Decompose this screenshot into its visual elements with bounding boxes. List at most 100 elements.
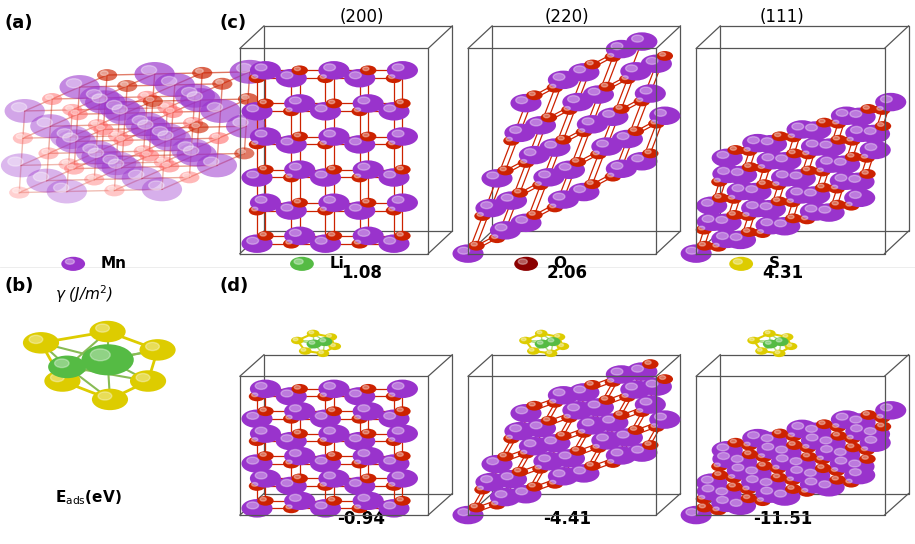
- Circle shape: [875, 422, 891, 431]
- Circle shape: [344, 477, 375, 495]
- Circle shape: [257, 451, 274, 461]
- Circle shape: [128, 170, 144, 179]
- Circle shape: [815, 183, 832, 193]
- Circle shape: [525, 116, 556, 134]
- Circle shape: [295, 385, 300, 389]
- Circle shape: [260, 408, 266, 411]
- Circle shape: [712, 470, 728, 480]
- Circle shape: [544, 417, 550, 421]
- Circle shape: [285, 460, 292, 464]
- Circle shape: [727, 145, 744, 155]
- Circle shape: [696, 241, 713, 251]
- Circle shape: [257, 98, 274, 108]
- Circle shape: [754, 496, 770, 506]
- Circle shape: [645, 361, 651, 364]
- Circle shape: [354, 174, 361, 178]
- Circle shape: [234, 147, 254, 159]
- Circle shape: [255, 427, 267, 434]
- Circle shape: [814, 434, 845, 453]
- Circle shape: [859, 454, 876, 464]
- Circle shape: [550, 204, 555, 208]
- Circle shape: [281, 435, 293, 442]
- Circle shape: [550, 84, 555, 88]
- Circle shape: [626, 65, 638, 72]
- Circle shape: [360, 132, 376, 141]
- Circle shape: [326, 231, 342, 240]
- Circle shape: [748, 431, 759, 438]
- Circle shape: [698, 496, 705, 499]
- Circle shape: [328, 408, 335, 411]
- Circle shape: [744, 442, 750, 446]
- Circle shape: [260, 453, 266, 456]
- Circle shape: [845, 189, 876, 207]
- Circle shape: [755, 347, 768, 355]
- Circle shape: [105, 101, 145, 125]
- Circle shape: [858, 446, 875, 455]
- Circle shape: [727, 438, 744, 448]
- Circle shape: [564, 415, 570, 418]
- Circle shape: [791, 188, 802, 195]
- Circle shape: [71, 110, 79, 115]
- Circle shape: [157, 102, 178, 114]
- Circle shape: [744, 495, 749, 498]
- Circle shape: [631, 35, 643, 42]
- Circle shape: [285, 94, 316, 113]
- Circle shape: [518, 259, 527, 264]
- Circle shape: [252, 438, 258, 442]
- Circle shape: [733, 259, 742, 264]
- Circle shape: [660, 53, 665, 56]
- Circle shape: [744, 147, 750, 151]
- Circle shape: [617, 431, 629, 438]
- Circle shape: [726, 453, 757, 471]
- Circle shape: [696, 473, 727, 492]
- Circle shape: [790, 172, 802, 179]
- Circle shape: [477, 486, 483, 490]
- Circle shape: [474, 211, 490, 221]
- Circle shape: [731, 455, 743, 462]
- Circle shape: [576, 127, 592, 137]
- Circle shape: [181, 88, 197, 96]
- Circle shape: [16, 134, 24, 139]
- Circle shape: [756, 461, 772, 471]
- Circle shape: [387, 424, 418, 443]
- Circle shape: [292, 198, 308, 208]
- Circle shape: [146, 97, 154, 102]
- Circle shape: [481, 455, 512, 473]
- Circle shape: [383, 237, 395, 244]
- Circle shape: [476, 473, 507, 491]
- Circle shape: [362, 385, 369, 389]
- Circle shape: [344, 69, 375, 88]
- Circle shape: [845, 123, 877, 142]
- Circle shape: [574, 66, 586, 73]
- Circle shape: [832, 185, 838, 189]
- Circle shape: [877, 415, 883, 418]
- Circle shape: [504, 123, 535, 142]
- Circle shape: [393, 472, 404, 479]
- Circle shape: [755, 476, 786, 494]
- Circle shape: [344, 432, 375, 450]
- Circle shape: [393, 427, 404, 434]
- Circle shape: [813, 203, 845, 222]
- Circle shape: [765, 331, 770, 333]
- Circle shape: [255, 196, 267, 203]
- Circle shape: [275, 201, 307, 220]
- Circle shape: [813, 478, 845, 497]
- Circle shape: [787, 344, 791, 347]
- Circle shape: [801, 452, 817, 461]
- Circle shape: [350, 72, 361, 79]
- Circle shape: [82, 144, 98, 153]
- Circle shape: [309, 341, 315, 344]
- Circle shape: [699, 504, 705, 508]
- Circle shape: [316, 412, 327, 419]
- Circle shape: [42, 149, 49, 154]
- Circle shape: [325, 333, 337, 341]
- Circle shape: [249, 481, 265, 491]
- Circle shape: [727, 482, 743, 492]
- Circle shape: [727, 461, 758, 480]
- Circle shape: [770, 464, 786, 474]
- Circle shape: [91, 349, 110, 361]
- Circle shape: [591, 137, 622, 156]
- Circle shape: [324, 130, 336, 137]
- Circle shape: [76, 140, 116, 164]
- Circle shape: [320, 483, 327, 486]
